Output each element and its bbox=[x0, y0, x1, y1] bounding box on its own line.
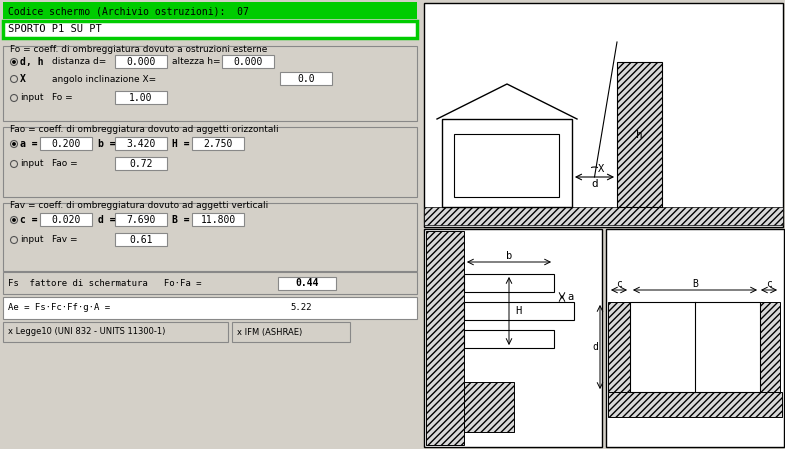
Text: 0.000: 0.000 bbox=[126, 57, 155, 67]
Bar bbox=[3, 46, 417, 121]
Text: H =: H = bbox=[172, 139, 190, 149]
Text: Fav =: Fav = bbox=[52, 235, 78, 245]
Circle shape bbox=[12, 142, 16, 146]
Text: 0.44: 0.44 bbox=[295, 278, 319, 288]
Bar bbox=[442, 119, 572, 207]
Text: X: X bbox=[20, 74, 26, 84]
Text: a =: a = bbox=[20, 139, 38, 149]
Text: Fo =: Fo = bbox=[52, 93, 73, 102]
Text: SPORTO P1 SU PT: SPORTO P1 SU PT bbox=[8, 24, 102, 34]
Text: 7.690: 7.690 bbox=[126, 215, 155, 225]
Bar bbox=[3, 272, 417, 294]
Bar bbox=[758, 302, 780, 392]
Text: Fs  fattore di schermatura   Fo·Fa =: Fs fattore di schermatura Fo·Fa = bbox=[8, 278, 202, 287]
Circle shape bbox=[12, 60, 16, 64]
Text: X: X bbox=[597, 164, 604, 174]
Text: d: d bbox=[591, 179, 598, 189]
Text: 0.020: 0.020 bbox=[51, 215, 81, 225]
Text: d =: d = bbox=[98, 215, 115, 225]
Text: c =: c = bbox=[20, 215, 38, 225]
Text: 0.72: 0.72 bbox=[130, 159, 153, 169]
Text: Fao =: Fao = bbox=[52, 159, 78, 168]
Text: Fav = coeff. di ombreggiatura dovuto ad aggetti verticali: Fav = coeff. di ombreggiatura dovuto ad … bbox=[10, 201, 268, 210]
Bar bbox=[464, 382, 514, 432]
Text: B =: B = bbox=[172, 215, 190, 225]
Bar bbox=[0, 0, 420, 449]
Text: altezza h=: altezza h= bbox=[172, 57, 221, 66]
Text: input: input bbox=[20, 235, 43, 245]
Bar bbox=[464, 274, 554, 292]
Text: Fo = coeff. di ombreggiatura dovuto a ostruzioni esterne: Fo = coeff. di ombreggiatura dovuto a os… bbox=[10, 44, 268, 53]
Bar bbox=[617, 62, 662, 207]
Text: 11.800: 11.800 bbox=[200, 215, 236, 225]
Text: c: c bbox=[766, 279, 772, 289]
Bar bbox=[222, 55, 274, 68]
Bar bbox=[232, 322, 350, 342]
Bar bbox=[3, 2, 417, 19]
Bar bbox=[426, 231, 464, 445]
Bar bbox=[278, 277, 336, 290]
Text: 1.00: 1.00 bbox=[130, 93, 153, 103]
Bar bbox=[3, 21, 417, 38]
Text: d, h: d, h bbox=[20, 57, 43, 67]
Text: x IFM (ASHRAE): x IFM (ASHRAE) bbox=[237, 327, 302, 336]
Text: B: B bbox=[692, 279, 698, 289]
Bar bbox=[3, 203, 417, 271]
Bar bbox=[115, 157, 167, 170]
Text: x Legge10 (UNI 832 - UNITS 11300-1): x Legge10 (UNI 832 - UNITS 11300-1) bbox=[8, 327, 166, 336]
Text: H: H bbox=[515, 306, 521, 316]
Bar bbox=[3, 127, 417, 197]
Bar bbox=[424, 207, 783, 225]
Bar bbox=[115, 55, 167, 68]
Bar bbox=[40, 213, 92, 226]
Text: angolo inclinazione X=: angolo inclinazione X= bbox=[52, 75, 156, 84]
Bar bbox=[464, 330, 554, 348]
Bar bbox=[3, 297, 417, 319]
Bar bbox=[115, 233, 167, 246]
Text: distanza d=: distanza d= bbox=[52, 57, 106, 66]
Text: input: input bbox=[20, 93, 43, 102]
Bar bbox=[115, 213, 167, 226]
Circle shape bbox=[12, 218, 16, 222]
Bar bbox=[424, 229, 602, 447]
Bar bbox=[192, 213, 244, 226]
Bar bbox=[40, 137, 92, 150]
Text: b =: b = bbox=[98, 139, 115, 149]
Text: Codice schermo (Archivio ostruzioni):  07: Codice schermo (Archivio ostruzioni): 07 bbox=[8, 6, 249, 16]
Text: Fao = coeff. di ombreggiatura dovuto ad aggetti orizzontali: Fao = coeff. di ombreggiatura dovuto ad … bbox=[10, 124, 279, 133]
Text: b: b bbox=[506, 251, 512, 261]
Bar bbox=[608, 392, 782, 417]
Bar bbox=[606, 229, 784, 447]
Bar bbox=[3, 322, 228, 342]
Bar bbox=[424, 3, 783, 227]
Text: d: d bbox=[592, 342, 598, 352]
Bar bbox=[630, 302, 760, 392]
Text: 0.0: 0.0 bbox=[298, 74, 315, 84]
Bar bbox=[192, 137, 244, 150]
Text: 0.61: 0.61 bbox=[130, 235, 153, 245]
Text: Ae = Fs·Fc·Ff·g·A =: Ae = Fs·Fc·Ff·g·A = bbox=[8, 304, 110, 313]
Bar bbox=[280, 72, 332, 85]
Text: input: input bbox=[20, 159, 43, 168]
Bar bbox=[454, 134, 559, 197]
Text: a: a bbox=[567, 292, 573, 302]
Bar bbox=[464, 302, 574, 320]
Text: h: h bbox=[636, 129, 643, 140]
Text: 0.000: 0.000 bbox=[233, 57, 263, 67]
Text: 5.22: 5.22 bbox=[290, 304, 312, 313]
Bar bbox=[608, 302, 630, 392]
Text: 2.750: 2.750 bbox=[203, 139, 232, 149]
Text: 0.200: 0.200 bbox=[51, 139, 81, 149]
Bar bbox=[115, 91, 167, 104]
Text: c: c bbox=[616, 279, 622, 289]
Bar bbox=[115, 137, 167, 150]
Text: 3.420: 3.420 bbox=[126, 139, 155, 149]
